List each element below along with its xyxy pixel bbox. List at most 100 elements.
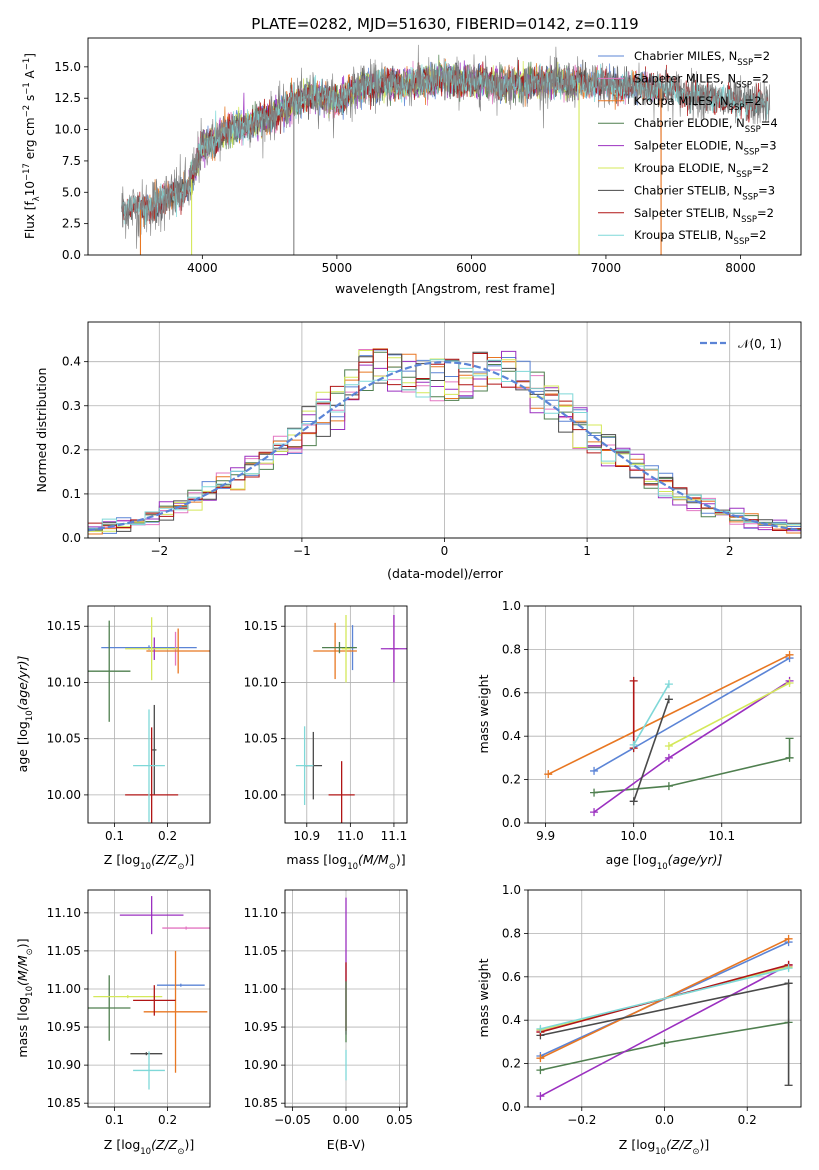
weight-line-chabrier_stelib xyxy=(540,982,789,1037)
x-tick-label: 9.9 xyxy=(536,829,555,843)
label-part: −1 xyxy=(22,82,32,95)
mass-vs-z-panel: 0.1 0.2 10.85 10.90 10.95 11.00 11.05 11.10 Z [l… xyxy=(15,889,211,1157)
y-tick-label: 0.2 xyxy=(62,443,81,457)
x-tick-label: −2 xyxy=(150,544,168,558)
legend-label-normal: 𝒩(0, 1) xyxy=(738,337,782,351)
label-part: )] xyxy=(184,1137,194,1152)
y-tick-label: 0.0 xyxy=(502,1100,521,1114)
weight-marker-chabrier_stelib xyxy=(664,695,673,704)
label-part: =3 xyxy=(760,139,777,153)
label-part: SSP xyxy=(744,148,760,158)
label-part: SSP xyxy=(741,215,757,225)
y-tick-label: 0.4 xyxy=(502,729,521,743)
plot-area xyxy=(295,614,407,823)
label-part: =2 xyxy=(744,94,761,108)
spectrum-title: PLATE=0282, MJD=51630, FIBERID=0142, z=0… xyxy=(251,15,638,33)
weight-marker-salpeter_elodie xyxy=(664,753,673,762)
axes-border xyxy=(284,605,408,824)
label-part: 10 xyxy=(140,862,151,872)
label-part: −2 xyxy=(22,105,32,118)
x-tick-label: 0.05 xyxy=(386,1113,413,1127)
weight-line-chabrier_elodie xyxy=(593,757,790,794)
label-part: erg cm xyxy=(23,117,37,163)
label-part: SSP xyxy=(736,80,752,90)
histogram-kroupa_stelib xyxy=(88,359,801,529)
y-tick-label: 10.95 xyxy=(244,1020,278,1034)
weight-marker-kroupa_stelib xyxy=(536,1024,545,1033)
weight-marker-kroupa_elodie xyxy=(664,741,673,750)
x-tick-label: −0.2 xyxy=(567,1113,596,1127)
legend-label-chabrier_elodie: Chabrier ELODIE, NSSP=4 xyxy=(634,116,778,135)
y-tick-label: 11.05 xyxy=(47,944,81,958)
label-part: (M/M xyxy=(358,852,389,867)
x-tick-label: 11.0 xyxy=(337,829,364,843)
y-tick-label: 0.8 xyxy=(502,642,521,656)
label-part: Kroupa ELODIE, N xyxy=(634,161,736,175)
axes-border xyxy=(87,889,211,1108)
x-tick-label: −1 xyxy=(293,544,311,558)
weight-marker-kroupa_stelib xyxy=(629,740,638,749)
label-part: ⊙ xyxy=(25,948,35,955)
label-part: ] xyxy=(23,53,37,58)
y-tick-label: 10.05 xyxy=(244,732,278,746)
label-part: −17 xyxy=(22,163,32,181)
x-tick-label: 0.0 xyxy=(655,1113,674,1127)
weight-marker-chabrier_miles xyxy=(590,766,599,775)
label-part: 10 xyxy=(25,710,35,721)
weight-marker-chabrier_elodie xyxy=(660,1038,669,1047)
label-part: Salpeter ELODIE, N xyxy=(634,139,744,153)
weight-line-salpeter_elodie xyxy=(540,964,789,1097)
y-tick-label: 10.00 xyxy=(47,788,81,802)
massz-y-label: mass [log10(M/M⊙)] xyxy=(15,938,35,1057)
y-tick-label: 10.15 xyxy=(47,619,81,633)
weight-marker-kroupa_miles xyxy=(785,650,794,659)
label-part: age [log xyxy=(606,852,657,867)
y-tick-label: 10.00 xyxy=(244,788,278,802)
label-part: age [log xyxy=(15,721,30,772)
weight-vs-z-panel: −0.2 0.0 0.2 0.0 0.2 0.4 0.6 0.8 1.0 Z [log10(Z/Z… xyxy=(476,883,802,1157)
masse-x-label: E(B-V) xyxy=(327,1137,366,1152)
y-tick-label: 10.10 xyxy=(47,675,81,689)
weight-marker-chabrier_elodie xyxy=(536,1066,545,1075)
axes-frame: −0.2 0.0 0.2 0.0 0.2 0.4 0.6 0.8 1.0 Z [log10(Z/Z… xyxy=(476,883,802,1157)
legend-label-chabrier_miles: Chabrier MILES, NSSP=2 xyxy=(634,49,770,68)
x-tick-label: 1 xyxy=(583,544,591,558)
y-tick-label: 0.8 xyxy=(502,926,521,940)
weight-marker-chabrier_stelib xyxy=(629,797,638,806)
label-part: ⊙ xyxy=(177,1147,184,1157)
mass-vs-ebv-panel: −0.05 0.00 0.05 10.85 10.90 10.95 11.00 11.05 11… xyxy=(244,889,413,1152)
label-part: =2 xyxy=(753,49,770,63)
weight-marker-kroupa_stelib xyxy=(784,964,793,973)
weight-marker-chabrier_elodie xyxy=(590,788,599,797)
x-tick-label: 10.1 xyxy=(708,829,735,843)
label-part: )] xyxy=(184,852,194,867)
weight-marker-salpeter_elodie xyxy=(536,1092,545,1101)
label-part: Kroupa STELIB, N xyxy=(634,228,734,242)
massz-x-label: Z [log10(Z/Z⊙)] xyxy=(104,1137,194,1157)
weight-marker-kroupa_miles xyxy=(784,934,793,943)
label-part: )] xyxy=(396,852,406,867)
axes-border xyxy=(87,605,211,824)
residuals-x-label: (data-model)/error xyxy=(387,566,504,581)
legend-label-salpeter_elodie: Salpeter ELODIE, NSSP=3 xyxy=(634,139,777,158)
axes-border xyxy=(527,605,802,824)
y-tick-label: 0.2 xyxy=(502,773,521,787)
label-part: Z [log xyxy=(104,1137,140,1152)
weight-line-kroupa_miles xyxy=(547,654,790,775)
x-tick-label: 2 xyxy=(726,544,734,558)
y-tick-label: 0.4 xyxy=(502,1013,521,1027)
plot-area xyxy=(88,348,801,535)
agez-y-label: age [log10(age/yr)] xyxy=(15,656,35,773)
weight-marker-salpeter_stelib xyxy=(629,676,638,685)
y-tick-label: 10.85 xyxy=(244,1096,278,1110)
label-part: SSP xyxy=(734,237,750,247)
label-part: Z [log xyxy=(619,1137,655,1152)
y-tick-label: 11.10 xyxy=(47,906,81,920)
y-tick-label: 1.0 xyxy=(502,599,521,613)
y-tick-label: 0.6 xyxy=(502,970,521,984)
label-part: SSP xyxy=(729,103,745,113)
label-part: ⊙ xyxy=(389,862,396,872)
label-part: =2 xyxy=(752,71,769,85)
weight-line-kroupa_stelib xyxy=(633,683,670,746)
